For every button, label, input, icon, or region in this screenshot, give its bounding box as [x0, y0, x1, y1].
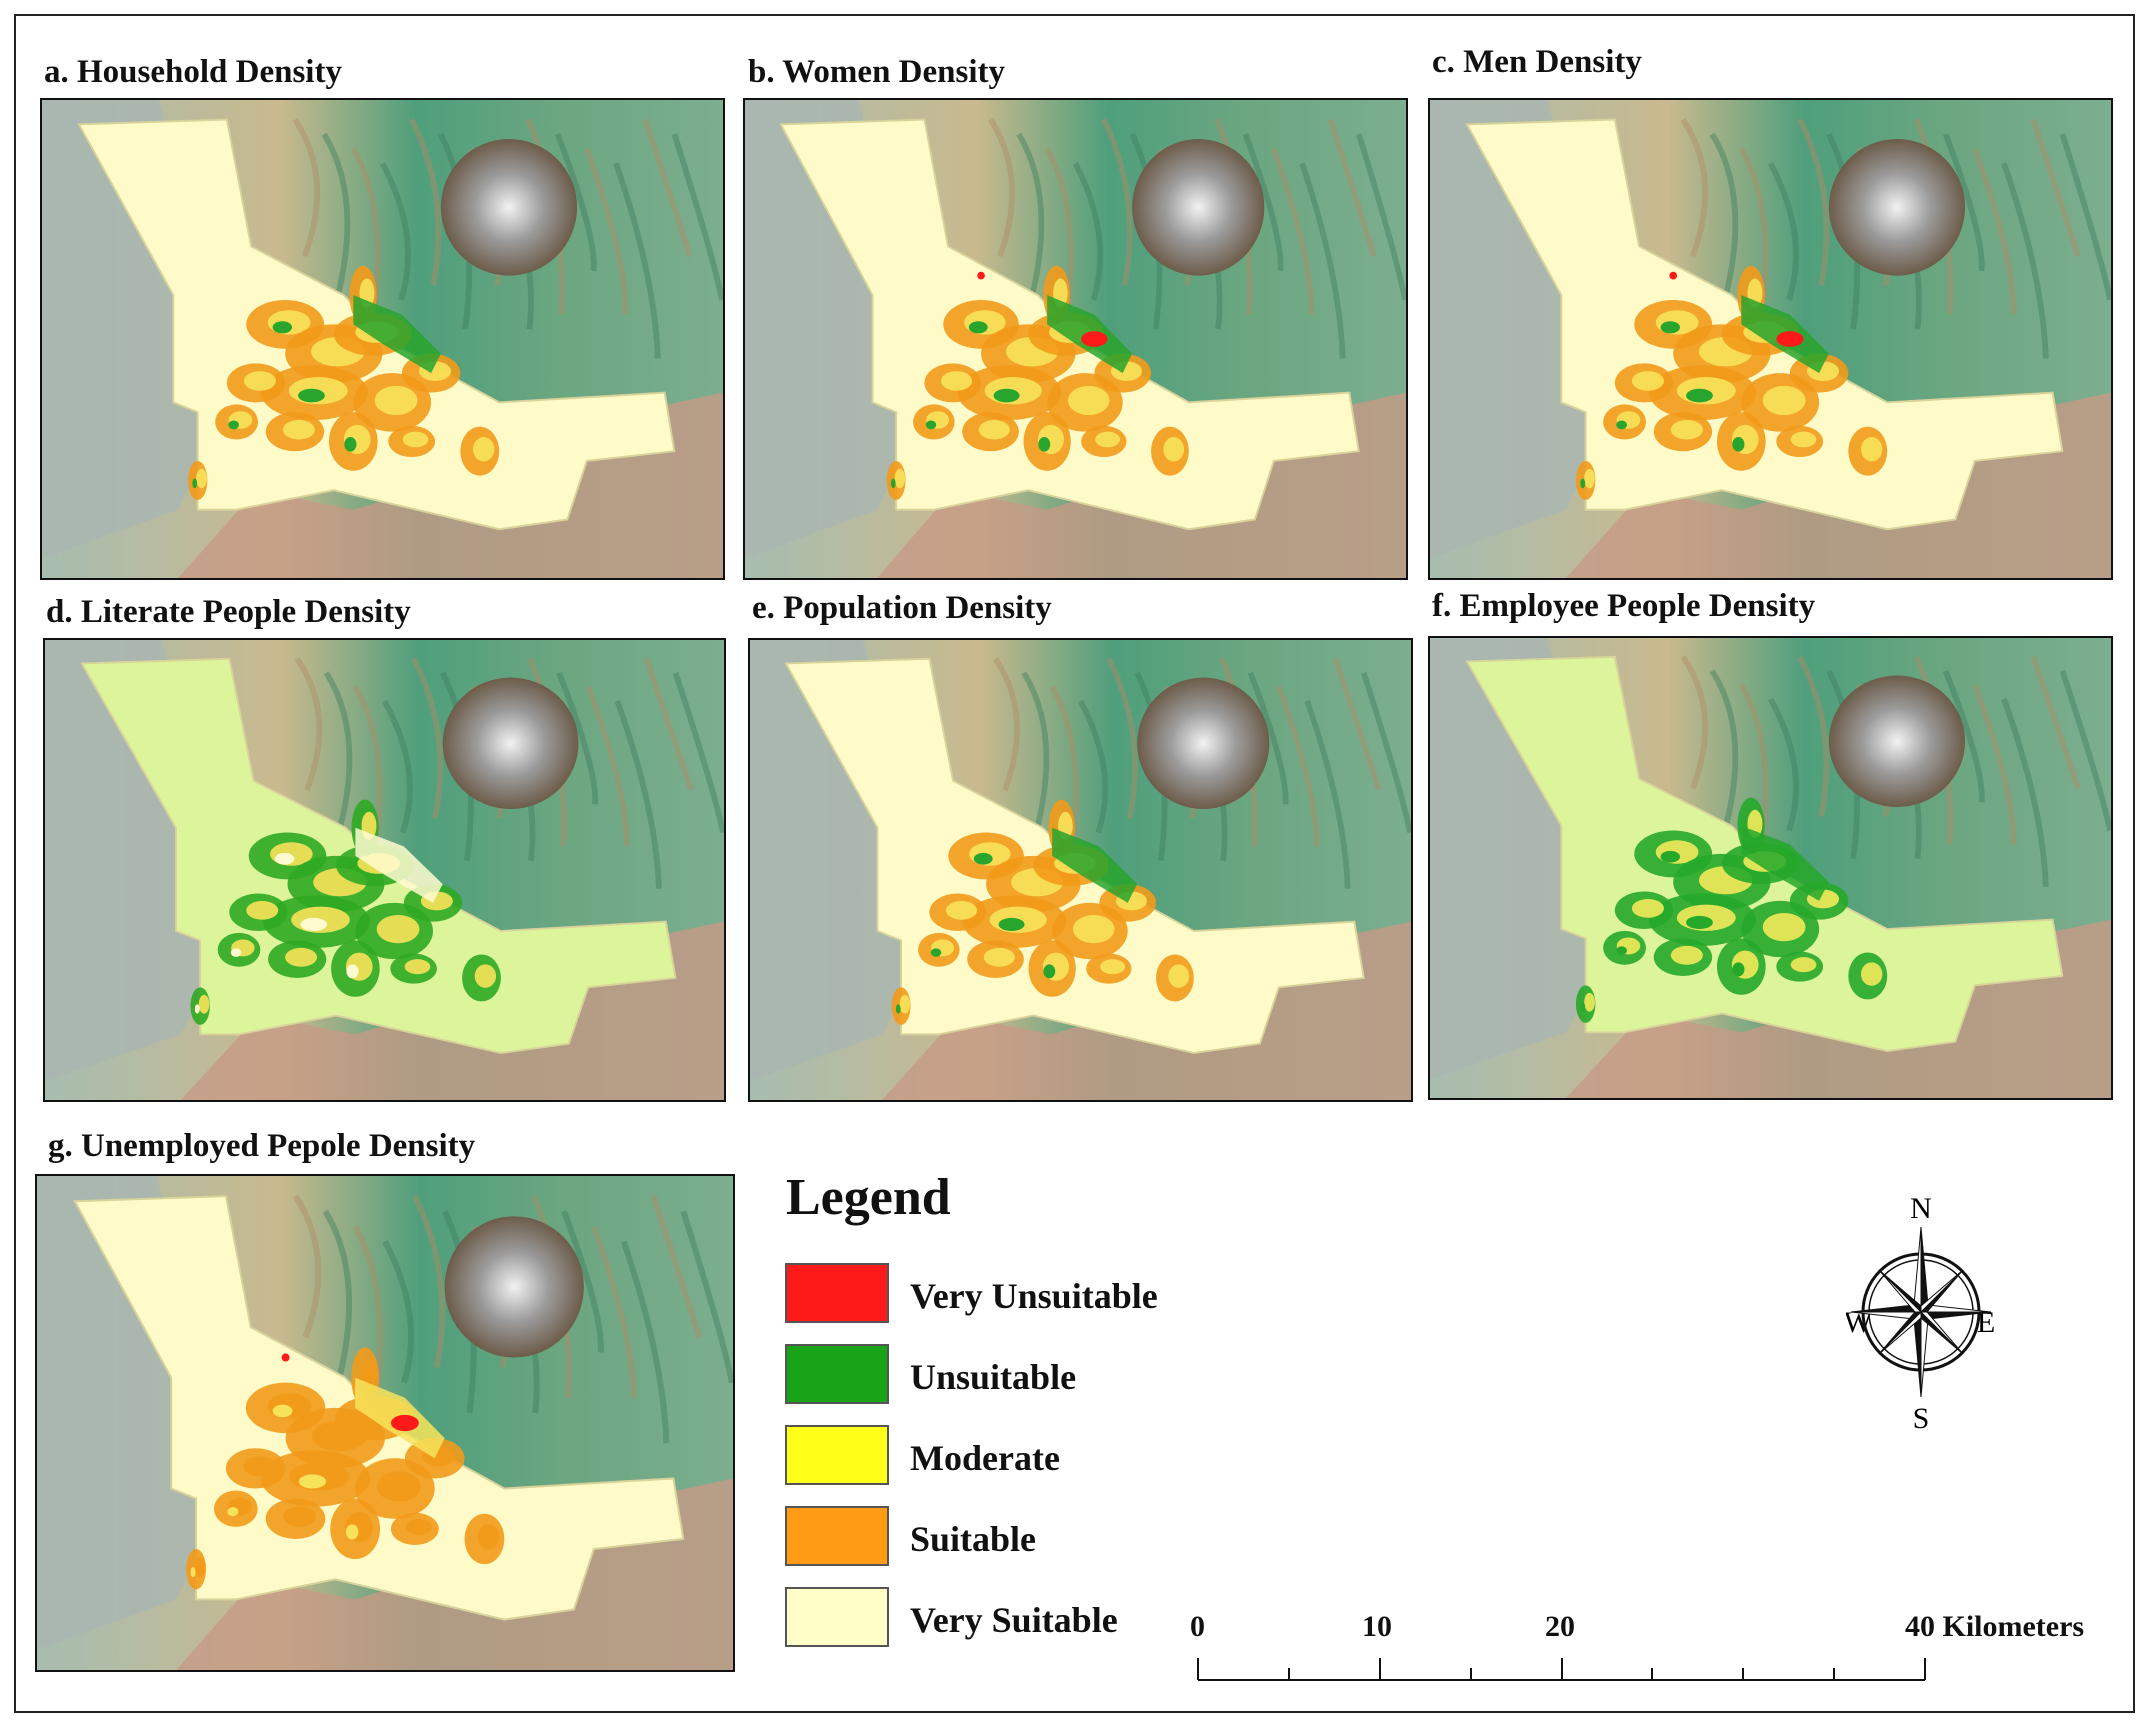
legend-swatch [785, 1263, 889, 1323]
scale-label-40: 40 Kilometers [1905, 1610, 2085, 1643]
legend-swatch [785, 1425, 889, 1485]
figure-frame [14, 14, 2135, 1713]
panel-title-e: e. Population Density [752, 590, 1052, 626]
legend-label: Suitable [910, 1519, 1037, 1559]
scale-label-20: 20 [1545, 1610, 1575, 1643]
panel-title-a: a. Household Density [44, 54, 342, 90]
south-label: S [1913, 1402, 1930, 1430]
map-panel-c [1428, 98, 2113, 580]
scale-bar [1197, 1658, 1926, 1681]
panel-title-g: g. Unemployed Pepole Density [48, 1128, 476, 1164]
panel-title-b: b. Women Density [748, 54, 1006, 90]
legend-label: Very Suitable [910, 1600, 1118, 1640]
map-panel-g [35, 1174, 735, 1672]
legend-label: Unsuitable [910, 1357, 1077, 1397]
map-panel-a [40, 98, 725, 580]
panel-title-d: d. Literate People Density [46, 594, 411, 630]
panel-title-c: c. Men Density [1432, 44, 1642, 80]
map-panel-d [43, 638, 726, 1102]
legend-swatch [785, 1587, 889, 1647]
map-panel-f [1428, 636, 2113, 1100]
east-label: E [1977, 1306, 1995, 1339]
panel-title-f: f. Employee People Density [1432, 588, 1816, 624]
legend-swatch [785, 1344, 889, 1404]
map-panel-b [743, 98, 1408, 580]
north-arrow-icon: N S W E [1846, 1192, 1995, 1430]
legend-swatch [785, 1506, 889, 1566]
north-label: N [1910, 1192, 1932, 1225]
legend-label: Very Unsuitable [910, 1276, 1158, 1316]
legend-title: Legend [786, 1169, 951, 1226]
map-panel-e [748, 638, 1413, 1102]
scale-label-0: 0 [1190, 1610, 1205, 1643]
legend-label: Moderate [910, 1438, 1060, 1478]
scale-label-10: 10 [1362, 1610, 1392, 1643]
